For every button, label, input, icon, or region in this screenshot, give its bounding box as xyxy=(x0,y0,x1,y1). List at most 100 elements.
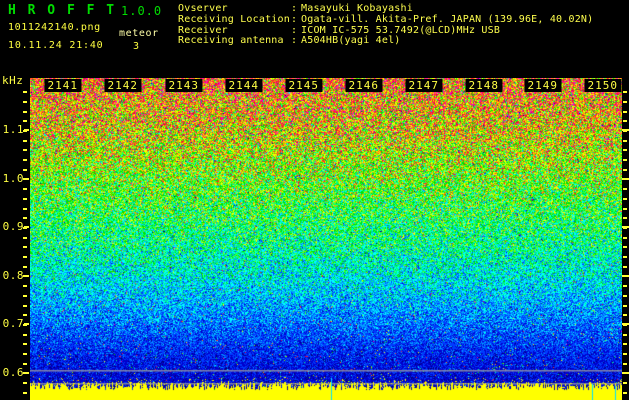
info-colon: : xyxy=(291,24,298,36)
frequency-minor-tick-left xyxy=(23,363,27,365)
frequency-minor-tick-right xyxy=(623,120,627,122)
frequency-minor-tick-left xyxy=(23,149,27,151)
frequency-minor-tick-left xyxy=(23,188,27,190)
frequency-minor-tick-left xyxy=(23,353,27,355)
time-label: 2148 xyxy=(465,79,502,92)
time-label: 2149 xyxy=(524,79,561,92)
frequency-minor-tick-right xyxy=(623,343,627,345)
frequency-minor-tick-right xyxy=(623,208,627,210)
time-label: 2145 xyxy=(285,79,322,92)
frequency-minor-tick-right xyxy=(623,227,627,229)
time-label: 2144 xyxy=(225,79,262,92)
time-label: 2150 xyxy=(584,79,621,92)
frequency-minor-tick-right xyxy=(623,111,627,113)
header-info-row: Receiving antenna: A504HB(yagi 4el) xyxy=(178,35,593,47)
time-label: 2146 xyxy=(345,79,382,92)
info-value: ICOM IC-575 53.7492(@LCD)MHz USB xyxy=(301,24,501,36)
frequency-minor-tick-right xyxy=(623,295,627,297)
frequency-minor-tick-left xyxy=(23,101,27,103)
header-info-block: Ovserver: Masayuki Kobayashi Receiving Loc… xyxy=(178,3,594,47)
info-value: Masayuki Kobayashi xyxy=(301,3,413,14)
frequency-minor-tick-left xyxy=(23,130,27,132)
frequency-minor-tick-left xyxy=(23,178,27,180)
frequency-minor-tick-right xyxy=(623,275,627,277)
frequency-label: 0.8 xyxy=(2,268,24,282)
frequency-minor-tick-left xyxy=(23,275,27,277)
frequency-minor-tick-left xyxy=(23,382,27,384)
header-info-row: Receiver: ICOM IC-575 53.7492(@LCD)MHz US… xyxy=(178,24,593,37)
frequency-minor-tick-right xyxy=(623,256,627,258)
frequency-minor-tick-right xyxy=(623,198,627,200)
frequency-minor-tick-left xyxy=(23,208,27,210)
app-title: H R O F F T xyxy=(8,3,117,18)
info-value: A504HB(yagi 4el) xyxy=(301,35,401,47)
app-version: 1.0.0 xyxy=(121,4,163,18)
frequency-minor-tick-right xyxy=(623,178,627,180)
frequency-minor-tick-right xyxy=(623,314,627,316)
frequency-minor-tick-right xyxy=(623,372,627,374)
frequency-minor-tick-right xyxy=(623,169,627,171)
frequency-minor-tick-left xyxy=(23,111,27,113)
frequency-minor-tick-right xyxy=(623,246,627,248)
info-colon: : xyxy=(291,3,298,14)
frequency-minor-tick-right xyxy=(623,305,627,307)
header-info-row: Ovserver: Masayuki Kobayashi xyxy=(178,3,593,15)
frequency-minor-tick-right xyxy=(623,91,627,93)
frequency-minor-tick-left xyxy=(23,198,27,200)
info-colon: : xyxy=(291,13,298,25)
frequency-minor-tick-left xyxy=(23,237,27,239)
frequency-minor-tick-right xyxy=(623,324,627,326)
output-filename: 1011242140.png xyxy=(8,22,101,33)
frequency-label: 0.9 xyxy=(2,220,24,233)
frequency-minor-tick-right xyxy=(623,140,627,142)
frequency-minor-tick-right xyxy=(623,101,627,103)
frequency-minor-tick-right xyxy=(623,130,627,132)
frequency-minor-tick-left xyxy=(23,285,27,287)
frequency-minor-tick-left xyxy=(23,169,27,171)
frequency-minor-tick-right xyxy=(623,159,627,161)
frequency-minor-tick-right xyxy=(623,392,627,394)
time-label: 2141 xyxy=(44,79,81,92)
frequency-minor-tick-right xyxy=(623,188,627,190)
info-label: Receiving Location xyxy=(178,13,290,25)
frequency-minor-tick-left xyxy=(23,120,27,122)
frequency-label: 0.6 xyxy=(2,365,24,379)
frequency-minor-tick-left xyxy=(23,392,27,394)
frequency-minor-tick-right xyxy=(623,149,627,151)
frequency-minor-tick-left xyxy=(23,372,27,374)
frequency-minor-tick-left xyxy=(23,256,27,258)
echo-count: 3 xyxy=(133,41,140,52)
spectrogram-canvas xyxy=(30,78,622,400)
frequency-minor-tick-left xyxy=(23,314,27,316)
frequency-label: 1.0 xyxy=(2,171,24,185)
frequency-minor-tick-left xyxy=(23,91,27,93)
time-label: 2142 xyxy=(104,79,141,92)
frequency-minor-tick-left xyxy=(23,159,27,161)
frequency-minor-tick-left xyxy=(23,334,27,336)
frequency-minor-tick-right xyxy=(623,217,627,219)
info-label: Receiving antenna xyxy=(178,35,284,47)
header-info-row: Receiving Location: Ogata-vill. Akita-Pre… xyxy=(178,13,594,26)
frequency-minor-tick-right xyxy=(623,353,627,355)
frequency-label: 0.7 xyxy=(2,317,24,330)
mode-label: meteor xyxy=(119,28,159,39)
frequency-minor-tick-right xyxy=(623,237,627,239)
frequency-minor-tick-right xyxy=(623,285,627,287)
info-label: Receiver xyxy=(178,24,228,36)
info-colon: : xyxy=(291,35,298,47)
frequency-minor-tick-right xyxy=(623,363,627,365)
info-label: Ovserver xyxy=(178,3,228,14)
info-value: Ogata-vill. Akita-Pref. JAPAN (139.96E, … xyxy=(301,13,594,25)
frequency-minor-tick-left xyxy=(23,305,27,307)
frequency-minor-tick-right xyxy=(623,334,627,336)
frequency-axis-unit: kHz xyxy=(2,74,24,87)
frequency-minor-tick-left xyxy=(23,246,27,248)
time-label: 2143 xyxy=(165,79,202,92)
frequency-minor-tick-left xyxy=(23,140,27,142)
frequency-label: 1.1 xyxy=(2,123,24,136)
frequency-minor-tick-left xyxy=(23,227,27,229)
frequency-minor-tick-left xyxy=(23,324,27,326)
frequency-minor-tick-left xyxy=(23,217,27,219)
frequency-minor-tick-right xyxy=(623,266,627,268)
